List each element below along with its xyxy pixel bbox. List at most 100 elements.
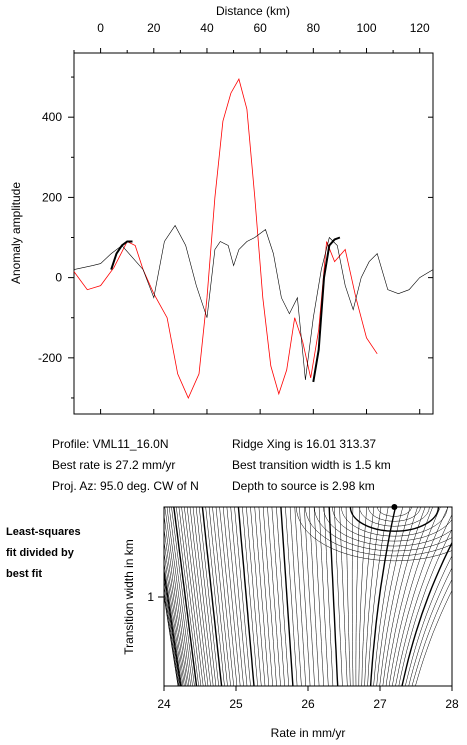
x-tick-label: 100 — [357, 21, 377, 35]
contour-line — [398, 528, 452, 686]
contour-line — [181, 507, 204, 686]
x-tick-label: 80 — [307, 21, 321, 35]
anomaly-chart: Distance (km) 0 20 40 60 80 100 120 -200 0 200 400… — [9, 4, 434, 415]
contour-line — [215, 507, 234, 686]
contour-line — [276, 507, 290, 686]
x-tick-label: 24 — [157, 697, 171, 711]
contour-arc — [323, 507, 452, 547]
best-rate: Best rate is 27.2 mm/yr — [52, 458, 176, 472]
contour-line — [401, 541, 452, 686]
series-observed-line — [73, 224, 434, 380]
contour-line — [230, 507, 248, 686]
contour-line — [198, 507, 219, 686]
x-tick-label: 25 — [229, 697, 243, 711]
contour-arc — [305, 507, 452, 557]
contour-line — [219, 507, 238, 686]
contour-line — [250, 507, 266, 686]
contour-line — [164, 539, 185, 686]
contour-line — [254, 507, 270, 686]
contour-line — [178, 507, 202, 686]
contour-arc — [332, 507, 452, 542]
contour-line — [208, 507, 228, 686]
contour-line — [395, 514, 452, 686]
contour-line — [195, 507, 217, 686]
contour-arc — [359, 507, 430, 527]
contour-line — [318, 507, 329, 686]
contour-line — [205, 507, 225, 686]
y-tick-label: -200 — [38, 351, 62, 365]
contour-line — [164, 561, 183, 686]
contour-line — [164, 577, 181, 686]
contour-lines — [164, 507, 452, 686]
contour-line — [166, 507, 191, 686]
contour-line — [280, 507, 294, 686]
y-tick-label: 1 — [147, 590, 154, 604]
top-x-axis-label: Distance (km) — [216, 4, 290, 18]
contour-line — [369, 507, 397, 686]
projection-azimuth: Proj. Az: 95.0 deg. CW of N — [52, 479, 199, 493]
plot-frame — [73, 52, 434, 415]
contour-line — [186, 507, 209, 686]
contour-arc — [368, 507, 421, 522]
x-tick-label: 28 — [445, 697, 459, 711]
contour-line — [313, 507, 324, 686]
contour-line — [355, 507, 361, 686]
contour-line — [164, 507, 190, 686]
contour-line — [222, 507, 241, 686]
contour-line — [271, 507, 285, 686]
contour-line — [299, 507, 311, 686]
contour-line — [192, 507, 214, 686]
contour-line — [173, 507, 198, 686]
ridge-crossing: Ridge Xing is 16.01 313.37 — [232, 437, 377, 451]
contour-line — [285, 507, 298, 686]
contour-line — [405, 555, 452, 686]
contour-line — [234, 507, 251, 686]
contour-line — [289, 507, 302, 686]
x-tick-label: 20 — [147, 21, 161, 35]
x-tick-label: 26 — [301, 697, 315, 711]
contour-line — [267, 507, 281, 686]
profile-name: Profile: VML11_16.0N — [52, 437, 169, 451]
caption-line-3: best fit — [6, 568, 43, 580]
contour-line — [415, 589, 452, 686]
contour-line — [388, 507, 441, 686]
contour-line — [226, 507, 244, 686]
x-tick-label: 0 — [97, 21, 104, 35]
contour-line — [334, 507, 343, 686]
contour-line — [246, 507, 262, 686]
contour-line — [242, 507, 258, 686]
contour-line — [201, 507, 223, 686]
contour-line — [392, 507, 449, 686]
contour-line — [171, 507, 195, 686]
contour-arc — [377, 507, 412, 517]
top-y-axis-label: Anomaly amplitude — [9, 182, 23, 284]
contour-line — [323, 507, 334, 686]
contour-line — [189, 507, 211, 686]
contour-line — [184, 507, 206, 686]
x-tick-label: 120 — [410, 21, 430, 35]
contour-line — [294, 507, 307, 686]
x-tick-label: 60 — [253, 21, 267, 35]
contour-plot-area: 24 25 26 27 28 1 — [147, 504, 459, 711]
depth-to-source: Depth to source is 2.98 km — [232, 479, 375, 493]
contour-line — [304, 507, 315, 686]
contour-line — [258, 507, 273, 686]
contour-line — [237, 507, 255, 686]
contour-line — [382, 507, 426, 686]
contour-line — [351, 507, 354, 686]
contour-line — [385, 507, 433, 686]
contour-line — [345, 507, 351, 686]
bottom-y-axis-label: Transition width in km — [122, 539, 136, 655]
contour-line — [367, 507, 389, 686]
contour-line — [164, 566, 182, 686]
fit-segment — [110, 240, 133, 270]
contour-line — [328, 507, 339, 686]
fit-segment — [312, 236, 341, 383]
contour-line — [164, 589, 179, 686]
contour-line — [212, 507, 231, 686]
contour-arc — [296, 507, 452, 562]
contour-chart: 24 25 26 27 28 1 Rate in mm/yr Transition wid… — [122, 504, 459, 740]
contour-arc — [314, 507, 452, 552]
bottom-x-axis-label: Rate in mm/yr — [271, 726, 346, 740]
